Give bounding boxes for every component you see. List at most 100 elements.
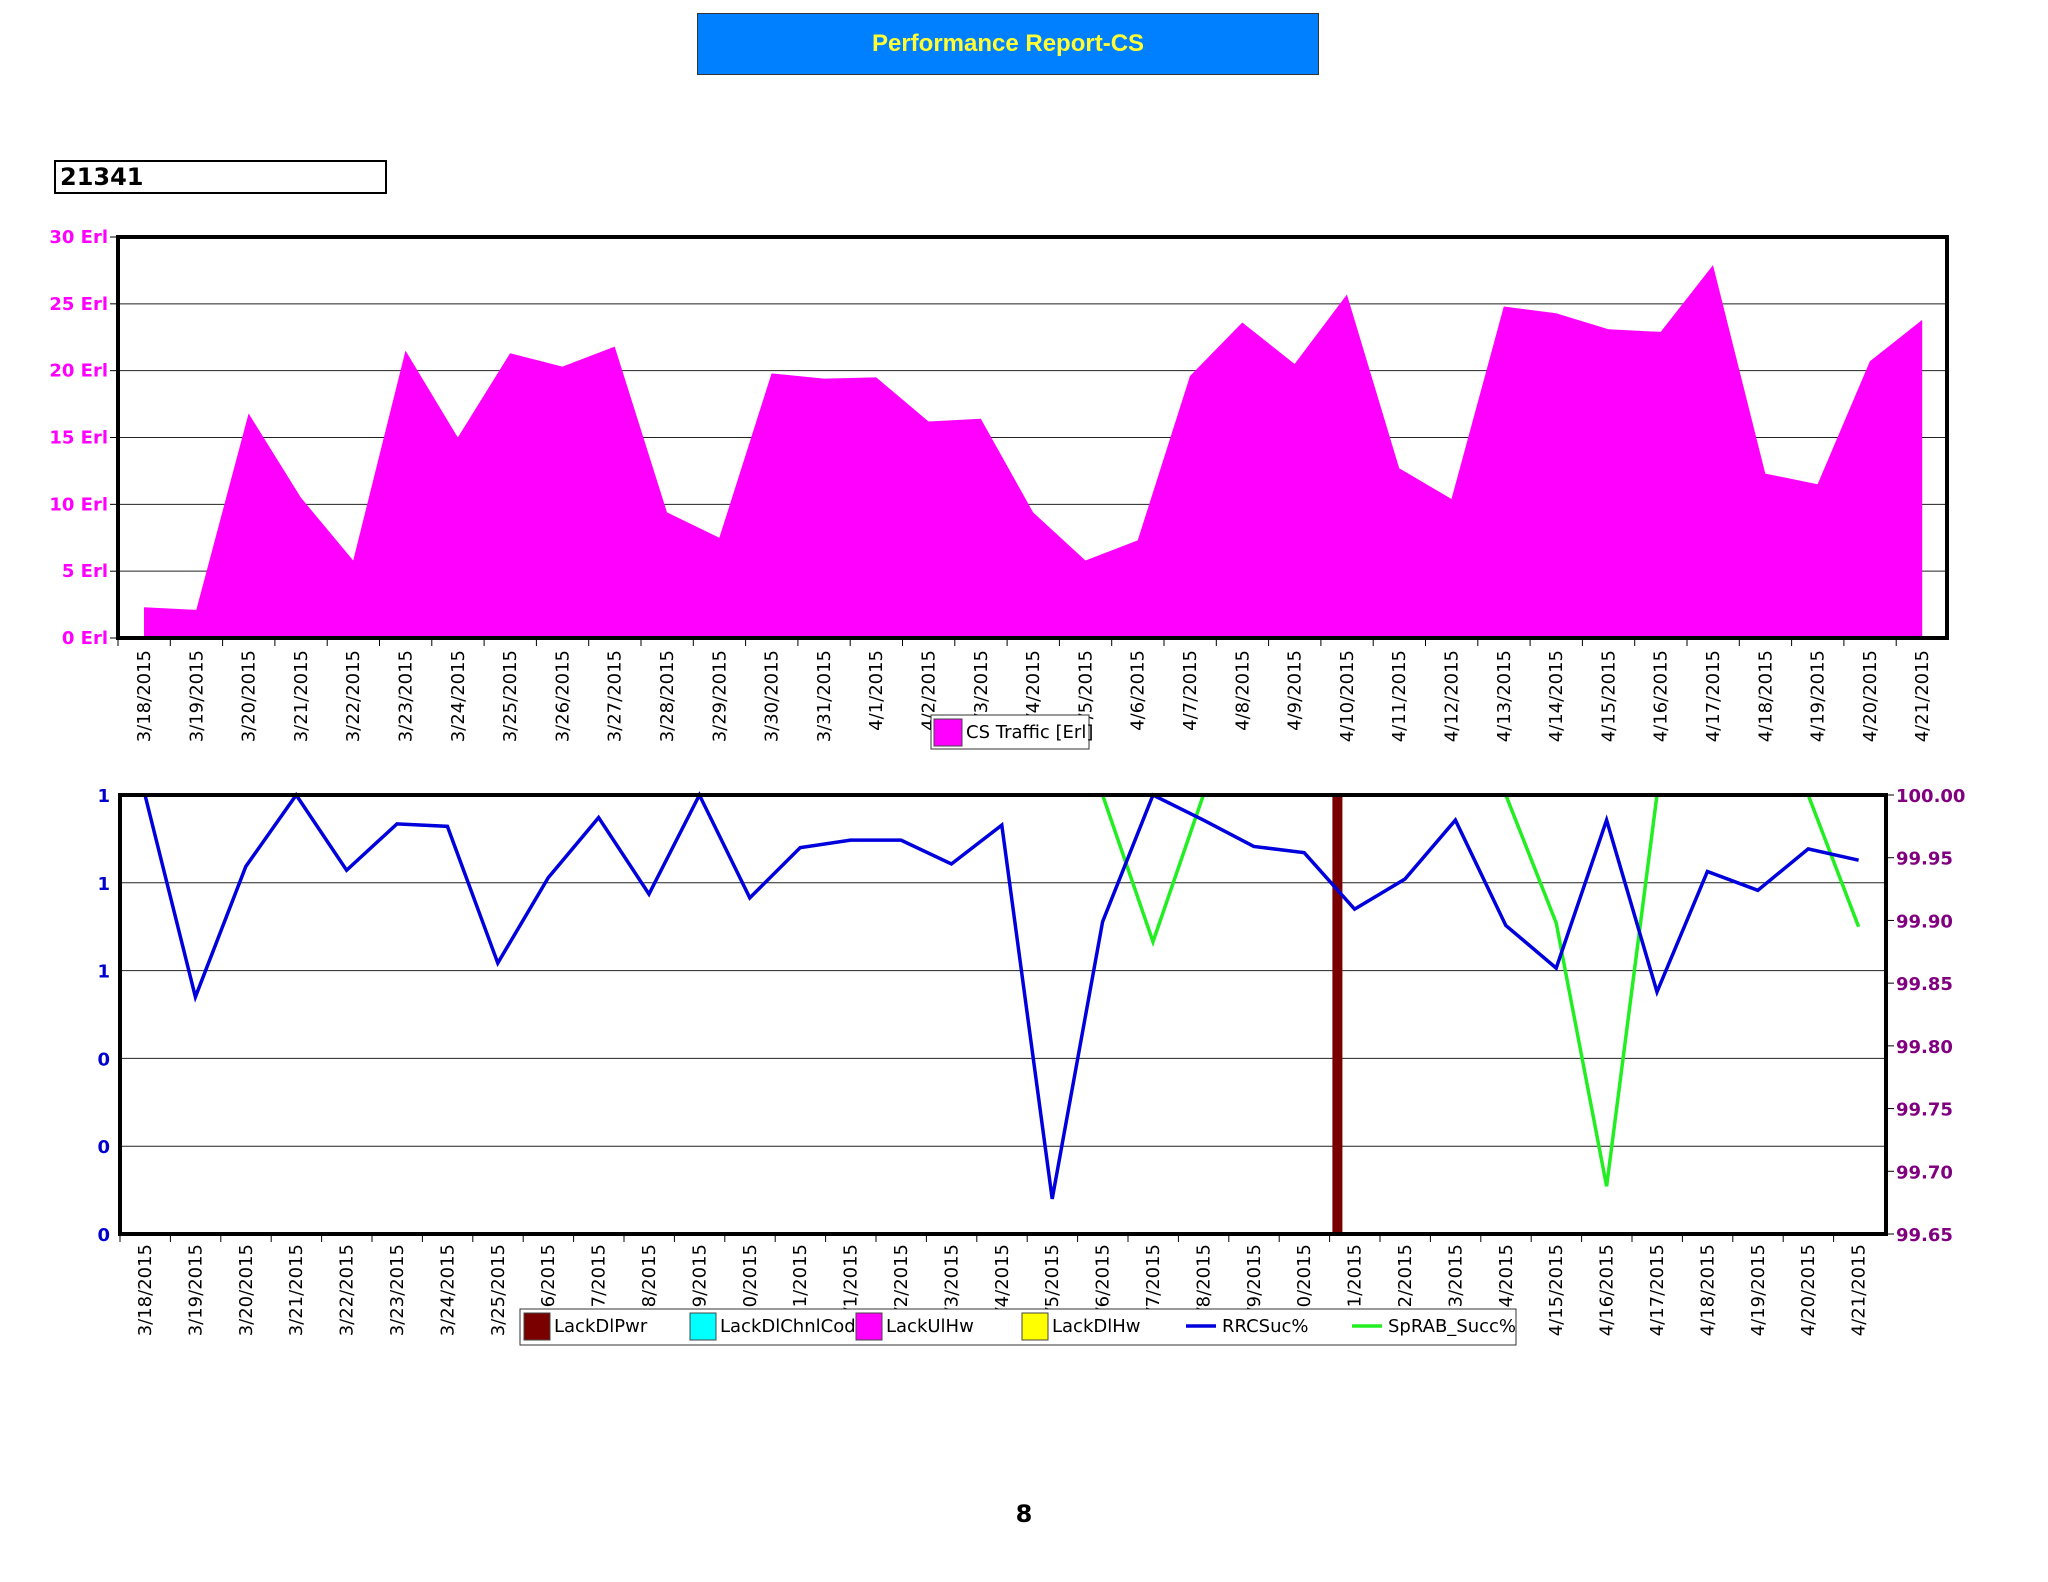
kpi-x-tick-label: 4/15/2015 [1546, 1244, 1567, 1336]
traffic-y-tick-label: 10 Erl [49, 494, 108, 515]
traffic-x-tick-label: 4/2/2015 [919, 650, 940, 731]
kpi-x-tick-label: 3/23/2015 [387, 1244, 408, 1336]
traffic-x-tick-label: 4/14/2015 [1546, 650, 1567, 742]
kpi-x-tick-label: 3/18/2015 [135, 1244, 156, 1336]
traffic-x-tick-label: 4/17/2015 [1703, 650, 1724, 742]
kpi-x-tick-label: /5/2015 [1042, 1244, 1063, 1313]
kpi-left-tick-label: 1 [97, 874, 110, 895]
traffic-x-tick-label: 4/11/2015 [1389, 650, 1410, 742]
traffic-x-tick-label: 3/22/2015 [343, 650, 364, 742]
kpi-x-tick-label: 4/16/2015 [1597, 1244, 1618, 1336]
kpi-x-tick-label: 27/2015 [589, 1244, 610, 1319]
report-title-box: Performance Report-CS [697, 13, 1319, 75]
kpi-x-tick-label: /7/2015 [1143, 1244, 1164, 1313]
kpi-x-tick-label: 3/22/2015 [337, 1244, 358, 1336]
kpi-left-tick-label: 1 [97, 786, 110, 807]
cs-traffic-area [144, 265, 1923, 638]
kpi-x-tick-label: 4/21/2015 [1849, 1244, 1870, 1336]
kpi-x-tick-label: 3/25/2015 [488, 1244, 509, 1336]
traffic-x-tick-label: 4/12/2015 [1442, 650, 1463, 742]
kpi-right-tick-label: 100.00 [1896, 786, 1965, 807]
kpi-x-tick-label: 10/2015 [1294, 1244, 1315, 1319]
traffic-x-tick-label: 4/16/2015 [1651, 650, 1672, 742]
traffic-chart: 0 Erl 5 Erl 10 Erl 15 Erl 20 Erl 25 Erl 30 Erl… [49, 227, 1949, 750]
kpi-legend-label: LackDlHw [1052, 1316, 1141, 1337]
traffic-x-tick-label: 4/10/2015 [1337, 650, 1358, 742]
kpi-x-tick-label: 4/17/2015 [1647, 1244, 1668, 1336]
traffic-x-tick-label: 3/27/2015 [605, 650, 626, 742]
kpi-legend-label: SpRAB_Succ% [1388, 1316, 1516, 1337]
kpi-right-tick-label: 99.95 [1896, 849, 1953, 870]
kpi-x-tick-label: /8/2015 [1193, 1244, 1214, 1313]
kpi-x-tick-label: 3/21/2015 [286, 1244, 307, 1336]
kpi-x-tick-label: 3/24/2015 [437, 1244, 458, 1336]
kpi-right-tick-label: 99.80 [1896, 1037, 1953, 1058]
traffic-x-tick-label: 4/9/2015 [1285, 650, 1306, 731]
kpi-x-tick-label: 12/2015 [1395, 1244, 1416, 1319]
kpi-left-tick-label: 0 [97, 1225, 110, 1246]
kpi-right-tick-label: 99.65 [1896, 1225, 1953, 1246]
kpi-x-tick-label: 4/19/2015 [1748, 1244, 1769, 1336]
kpi-legend-box [519, 1308, 1517, 1346]
kpi-x-tick-label: 14/2015 [1496, 1244, 1517, 1319]
traffic-x-tick-label: 3/21/2015 [291, 650, 312, 742]
kpi-x-tick-label: /9/2015 [1244, 1244, 1265, 1313]
traffic-x-tick-label: /3/2015 [971, 650, 992, 719]
traffic-y-tick-label: 5 Erl [62, 561, 108, 582]
kpi-x-tick-label: /3/2015 [941, 1244, 962, 1313]
kpi-x-tick-label: 26/2015 [538, 1244, 559, 1319]
traffic-x-tick-label: 4/13/2015 [1494, 650, 1515, 742]
kpi-x-tick-label: /2/2015 [891, 1244, 912, 1313]
kpi-legend: LackDlPwr LackDlChnlCode LackUlHw LackDlHw R… [519, 1308, 1517, 1346]
kpi-x-tick-label: /1/2015 [841, 1244, 862, 1313]
traffic-x-tick-label: 3/29/2015 [709, 650, 730, 742]
traffic-x-tick-label: /5/2015 [1075, 650, 1096, 719]
kpi-right-tick-label: 99.90 [1896, 911, 1953, 932]
traffic-x-tick-label: 4/6/2015 [1128, 650, 1149, 731]
kpi-x-tick-label: 3/19/2015 [185, 1244, 206, 1336]
kpi-legend-swatch [855, 1312, 883, 1341]
kpi-right-tick-label: 99.75 [1896, 1100, 1953, 1121]
traffic-x-tick-label: 4/8/2015 [1232, 650, 1253, 731]
kpi-x-tick-label: 11/2015 [1345, 1244, 1366, 1319]
kpi-x-tick-label: 28/2015 [639, 1244, 660, 1319]
traffic-y-tick-label: 0 Erl [62, 628, 108, 649]
kpi-legend-label: RRCSuc% [1222, 1316, 1309, 1337]
kpi-x-tick-label: 3/20/2015 [236, 1244, 257, 1336]
page-number: 8 [1015, 1500, 1033, 1528]
kpi-left-tick-label: 0 [97, 1049, 110, 1070]
traffic-x-tick-label: 3/28/2015 [657, 650, 678, 742]
traffic-x-tick-label: 4/20/2015 [1860, 650, 1881, 742]
report-title: Performance Report-CS [871, 30, 1145, 57]
traffic-x-tick-label: 4/15/2015 [1598, 650, 1619, 742]
kpi-legend-swatch [1021, 1312, 1049, 1341]
traffic-x-tick-label: 4/1/2015 [866, 650, 887, 731]
traffic-x-tick-label: 3/19/2015 [186, 650, 207, 742]
traffic-x-tick-label: 3/20/2015 [239, 650, 260, 742]
kpi-x-tick-label: 30/2015 [740, 1244, 761, 1319]
traffic-x-tick-label: 4/21/2015 [1912, 650, 1933, 742]
kpi-x-tick-label: 13/2015 [1445, 1244, 1466, 1319]
kpi-bar [1332, 795, 1343, 1234]
cell-id-box: 21341 [54, 160, 387, 194]
cs-traffic-legend-swatch [933, 718, 963, 747]
kpi-plot-border [118, 793, 1888, 1236]
kpi-right-tick-label: 99.85 [1896, 974, 1953, 995]
kpi-x-tick-label: 4/20/2015 [1798, 1244, 1819, 1336]
kpi-legend-label: LackDlPwr [554, 1316, 648, 1337]
kpi-x-tick-label: 29/2015 [689, 1244, 710, 1319]
rrcsuc-line [143, 791, 1859, 1200]
traffic-x-tick-label: /4/2015 [1023, 650, 1044, 719]
kpi-x-tick-label: 4/18/2015 [1697, 1244, 1718, 1336]
traffic-x-tick-label: 3/23/2015 [396, 650, 417, 742]
traffic-y-tick-label: 20 Erl [49, 361, 108, 382]
kpi-x-tick-label: /6/2015 [1093, 1244, 1114, 1313]
traffic-legend: CS Traffic [Erl] [930, 714, 1093, 750]
kpi-left-tick-label: 0 [97, 1137, 110, 1158]
kpi-chart: 0 0 0 1 1 1 99.65 99.70 99.75 99.80 99.85 99.90 99.9… [97, 786, 1965, 1346]
kpi-x-tick-label: 31/2015 [790, 1244, 811, 1319]
traffic-x-tick-label: 3/30/2015 [762, 650, 783, 742]
traffic-x-tick-label: 3/18/2015 [134, 650, 155, 742]
traffic-y-tick-label: 25 Erl [49, 294, 108, 315]
kpi-x-tick-label: /4/2015 [992, 1244, 1013, 1313]
